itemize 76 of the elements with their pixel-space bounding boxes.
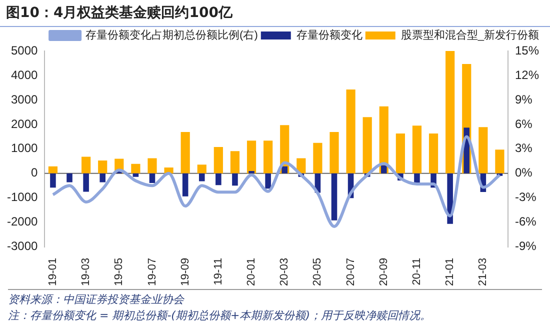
y2-tick-label: 15%: [514, 43, 540, 58]
y-tick-label: 2000: [10, 116, 38, 131]
bar: [230, 151, 240, 174]
bar: [380, 165, 387, 174]
bar: [148, 158, 157, 174]
bar: [246, 140, 256, 174]
bar: [264, 140, 273, 174]
bar: [197, 164, 206, 174]
bar: [82, 156, 91, 174]
x-tick-label: 19-11: [212, 258, 224, 286]
bar: [428, 134, 438, 174]
y-tick-label: -2000: [6, 214, 38, 229]
y-tick-label: -3000: [6, 239, 38, 254]
bar: [131, 164, 140, 174]
bar: [446, 51, 455, 174]
y2-tick-label: 0%: [514, 166, 533, 180]
bar: [232, 173, 238, 186]
chart-title: 图10：4月权益类基金赎回约100亿: [0, 0, 550, 27]
y-tick-label: 1000: [10, 141, 38, 156]
y2-tick-label: -9%: [514, 239, 537, 254]
x-tick-label: 20-01: [246, 258, 258, 286]
bar: [198, 173, 205, 182]
bar: [412, 126, 422, 174]
bar: [98, 160, 108, 174]
legend-label: 存量份额变化占期初总份额比例(右): [86, 28, 258, 42]
y2-tick-label: -3%: [514, 190, 537, 204]
x-tick-label: 19-05: [113, 258, 126, 286]
x-tick-label: 19-01: [46, 258, 59, 286]
x-tick-label: 19-09: [179, 258, 192, 286]
y2-tick-label: 3%: [514, 141, 533, 156]
y2-tick-label: 9%: [514, 92, 533, 106]
bar: [495, 150, 504, 174]
y2-tick-label: 12%: [514, 68, 540, 82]
bar: [132, 173, 139, 177]
bar: [50, 173, 56, 188]
x-tick-label: 21-03: [477, 258, 490, 286]
y2-tick-label: 6%: [514, 116, 533, 131]
y-tick-label: 5000: [10, 43, 38, 58]
text: 资料来源：中国证券投资基金业协会: [8, 292, 186, 308]
bar: [214, 146, 223, 174]
y-tick-label: -1000: [6, 190, 38, 204]
bar: [100, 173, 106, 182]
bar: [362, 117, 372, 174]
x-tick-label: 19-07: [146, 258, 158, 286]
y-tick-label: 4000: [10, 68, 38, 82]
y-tick-label: 3000: [10, 92, 38, 106]
bar: [265, 173, 271, 189]
line-series: [51, 135, 502, 228]
bar: [216, 173, 222, 186]
bar: [48, 166, 58, 174]
bar: [282, 166, 288, 174]
x-tick-label: 20-05: [312, 258, 324, 286]
bar: [180, 132, 190, 174]
y-tick-label: 0: [31, 166, 38, 180]
legend-label: 存量份额变化: [296, 28, 362, 42]
x-tick-label: 20-03: [278, 258, 291, 286]
legend-label: 股票型和混合型_新发行份额: [400, 28, 540, 42]
x-tick-label: 20-11: [411, 258, 424, 286]
x-tick-label: 20-09: [378, 258, 390, 286]
bar: [330, 132, 339, 174]
x-tick-label: 20-07: [344, 258, 357, 286]
bar: [346, 89, 356, 174]
x-tick-label: 19-03: [80, 258, 92, 286]
bar: [331, 173, 338, 220]
bar: [296, 158, 306, 174]
bar: [83, 173, 89, 192]
bar: [149, 173, 156, 183]
bar: [182, 173, 188, 196]
text: 注：存量份额变化 = 期初总份额-(期初总份额+本期新发份额)；用于反映净赎回情况。: [8, 308, 432, 324]
bar: [66, 173, 72, 182]
bar: [396, 134, 405, 174]
x-tick-label: 21-01: [444, 258, 456, 286]
bar: [478, 127, 488, 174]
y2-tick-label: -6%: [514, 214, 537, 229]
bar: [248, 170, 254, 174]
bar: [313, 142, 322, 174]
